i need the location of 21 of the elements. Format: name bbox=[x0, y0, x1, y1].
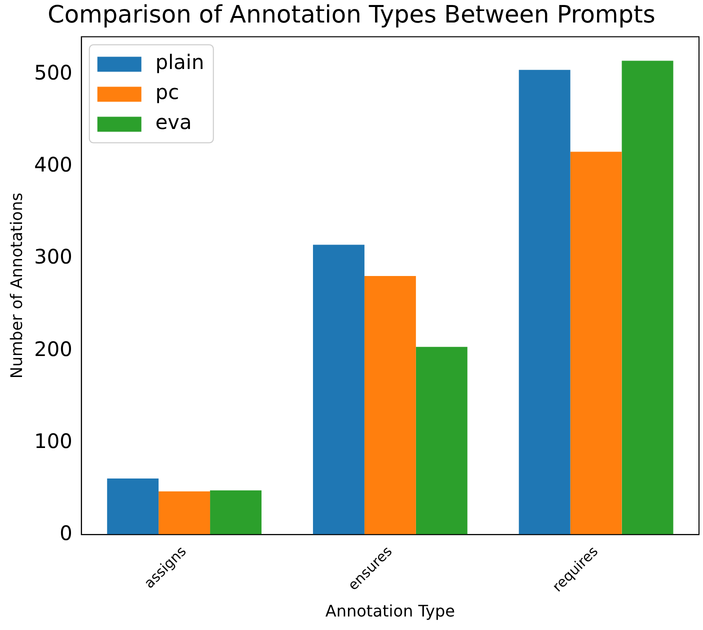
y-tick-label: 0 bbox=[60, 520, 72, 545]
bar bbox=[570, 152, 622, 535]
y-tick-label: 400 bbox=[34, 152, 72, 177]
bar bbox=[158, 491, 210, 535]
y-tick-label: 200 bbox=[34, 336, 72, 361]
legend-label: plain bbox=[155, 50, 204, 74]
bar bbox=[312, 244, 364, 535]
bar bbox=[416, 346, 468, 535]
bar bbox=[107, 478, 159, 535]
legend-label: pc bbox=[155, 80, 180, 104]
y-axis-title: Number of Annotations bbox=[6, 192, 26, 379]
bar bbox=[364, 276, 416, 535]
chart-title: Comparison of Annotation Types Between Prompts bbox=[48, 0, 656, 29]
bar bbox=[518, 70, 570, 535]
bar bbox=[622, 60, 674, 535]
y-tick-label: 100 bbox=[34, 428, 72, 453]
x-axis-title: Annotation Type bbox=[325, 602, 455, 621]
legend-label: eva bbox=[155, 110, 192, 134]
y-tick-label: 500 bbox=[34, 60, 72, 85]
y-tick-label: 300 bbox=[34, 244, 72, 269]
bar bbox=[210, 490, 262, 535]
